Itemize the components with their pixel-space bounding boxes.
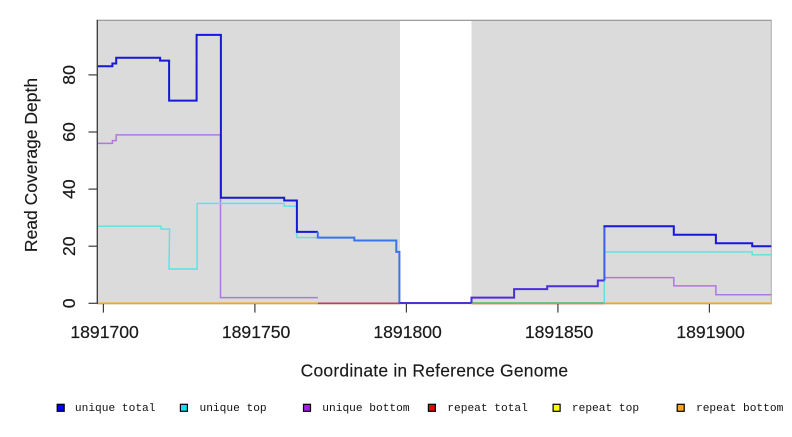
- svg-text:60: 60: [59, 122, 79, 142]
- svg-text:unique top: unique top: [200, 403, 267, 415]
- svg-text:1891700: 1891700: [70, 322, 139, 342]
- svg-text:1891750: 1891750: [222, 322, 291, 342]
- svg-text:40: 40: [59, 179, 79, 199]
- svg-text:repeat top: repeat top: [572, 403, 639, 415]
- svg-text:1891850: 1891850: [525, 322, 594, 342]
- svg-text:1891800: 1891800: [373, 322, 442, 342]
- svg-text:Coordinate in Reference Genome: Coordinate in Reference Genome: [301, 361, 569, 381]
- svg-text:1891900: 1891900: [676, 322, 745, 342]
- svg-text:0: 0: [59, 298, 79, 308]
- svg-text:Read Coverage Depth: Read Coverage Depth: [21, 78, 41, 252]
- svg-text:repeat bottom: repeat bottom: [696, 403, 784, 415]
- svg-text:unique bottom: unique bottom: [322, 403, 410, 415]
- svg-text:repeat total: repeat total: [447, 403, 528, 415]
- svg-text:80: 80: [59, 65, 79, 85]
- svg-text:unique total: unique total: [75, 403, 156, 415]
- svg-text:20: 20: [59, 236, 79, 256]
